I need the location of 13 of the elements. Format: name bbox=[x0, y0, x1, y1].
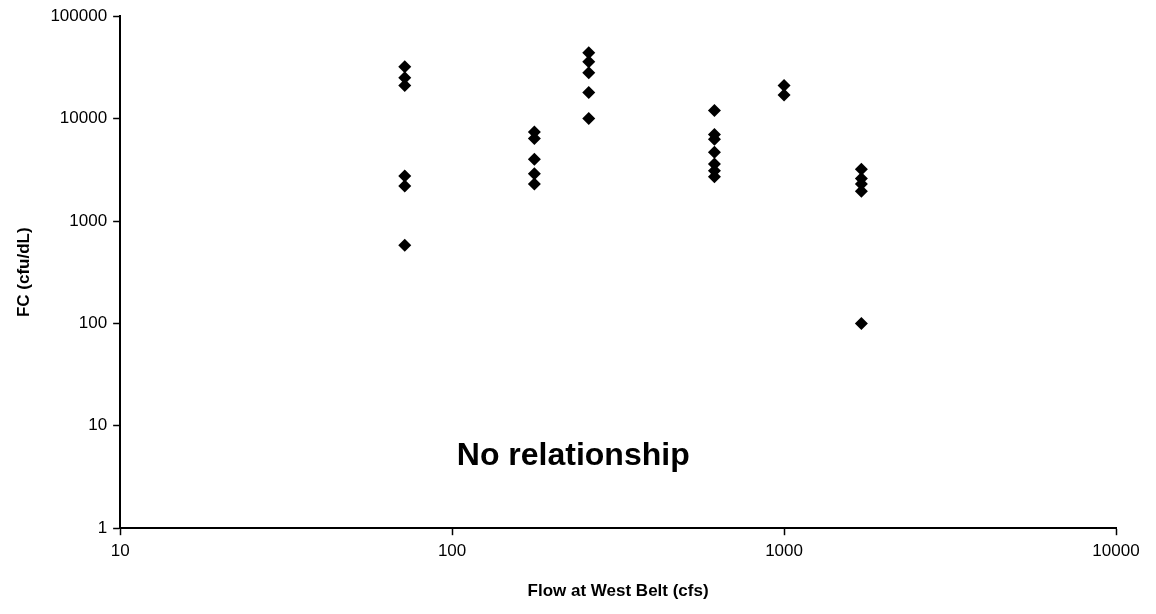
x-tick-label: 10 bbox=[110, 541, 130, 561]
y-tick-label: 100 bbox=[78, 313, 108, 333]
annotation: No relationship bbox=[456, 436, 690, 473]
y-tick-label: 10000 bbox=[59, 108, 108, 128]
y-tick-label: 10 bbox=[88, 415, 108, 435]
y-tick-label: 1000 bbox=[69, 210, 108, 230]
x-axis-title: Flow at West Belt (cfs) bbox=[527, 581, 709, 601]
x-tick-label: 10000 bbox=[1092, 541, 1140, 561]
y-tick-label: 100000 bbox=[50, 5, 108, 25]
y-axis-title: FC (cfu/dL) bbox=[13, 227, 33, 318]
x-tick-label: 1000 bbox=[765, 541, 803, 561]
x-tick-label: 100 bbox=[437, 541, 467, 561]
y-tick-label: 1 bbox=[97, 517, 108, 537]
